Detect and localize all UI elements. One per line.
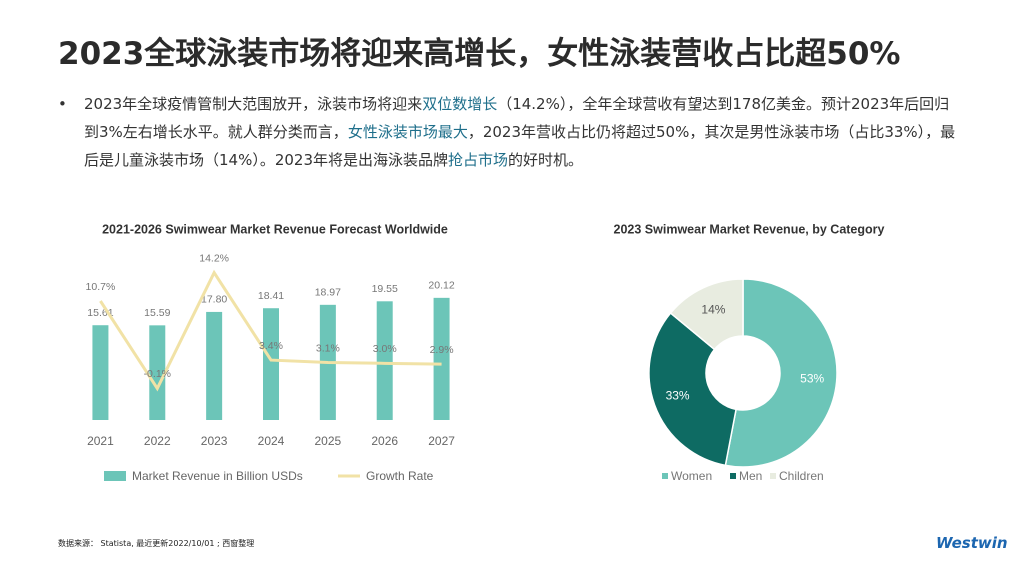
line-value-label: 3.4% — [259, 340, 283, 352]
x-tick-label: 2022 — [144, 434, 171, 448]
pie-slice — [669, 278, 744, 351]
legend-label: Women — [671, 469, 712, 483]
bullet-segment: 双位数增长 — [422, 95, 498, 113]
x-tick-label: 2021 — [87, 434, 114, 448]
chart-title: 2021-2026 Swimwear Market Revenue Foreca… — [102, 222, 448, 236]
slice-label: 33% — [666, 389, 690, 403]
bar — [206, 311, 223, 420]
bullet-segment: ，2023年营收占比仍将超过50%，其次是男性泳装市场（占比33%），最后是儿童… — [84, 123, 956, 169]
bar-value-label: 20.12 — [428, 280, 454, 292]
bullet-dot: • — [58, 95, 67, 113]
bar — [433, 297, 450, 420]
pie-slice — [648, 312, 737, 467]
legend-swatch — [104, 471, 126, 481]
source-note: 数据来源： Statista, 最近更新2022/10/01 ; 西窗整理 — [58, 539, 255, 548]
growth-line — [99, 269, 442, 392]
bar — [92, 325, 109, 420]
bar-value-label: 18.97 — [315, 287, 341, 299]
legend-label: Children — [779, 469, 824, 483]
legend-swatch — [730, 473, 736, 479]
x-tick-label: 2025 — [315, 434, 342, 448]
legend-label: Growth Rate — [366, 469, 434, 483]
bullet-segment: 女性泳装市场最大 — [347, 123, 468, 141]
line-value-label: 14.2% — [199, 252, 229, 264]
bar-value-label: 18.41 — [258, 290, 284, 302]
bar-value-label: 17.80 — [201, 294, 227, 306]
x-tick-label: 2026 — [371, 434, 398, 448]
line-value-label: 3.0% — [373, 343, 397, 355]
bar-value-label: 19.55 — [372, 283, 398, 295]
line-value-label: 3.1% — [316, 342, 340, 354]
legend-swatch — [770, 473, 776, 479]
legend-swatch — [662, 473, 668, 479]
slide-title: 2023全球泳装市场将迎来高增长，女性泳装营收占比超50% — [58, 36, 901, 72]
slice-label: 14% — [701, 302, 725, 316]
legend-label: Market Revenue in Billion USDs — [132, 469, 303, 483]
legend-label: Men — [739, 469, 762, 483]
brand-logo: Westwin — [936, 534, 1008, 552]
chart-title: 2023 Swimwear Market Revenue, by Categor… — [614, 222, 885, 236]
line-value-label: 10.7% — [86, 281, 116, 293]
bullet-segment: 2023年全球疫情管制大范围放开，泳装市场将迎来 — [84, 95, 423, 113]
x-tick-label: 2023 — [201, 434, 228, 448]
bar — [376, 301, 393, 420]
x-tick-label: 2027 — [428, 434, 455, 448]
line-value-label: -0.1% — [144, 368, 171, 380]
slice-label: 53% — [800, 372, 824, 386]
bullet-segment: （14.2%），全年全球营收有望达到178亿美金。预计2023年后回归到3%左右… — [84, 95, 950, 141]
line-value-label: 2.9% — [430, 344, 454, 356]
bullet-text: 2023年全球疫情管制大范围放开，泳装市场将迎来双位数增长（14.2%），全年全… — [84, 90, 964, 174]
bar — [263, 308, 279, 420]
bullet-segment: 抢占市场 — [448, 151, 509, 169]
x-tick-label: 2024 — [258, 434, 285, 448]
bar — [149, 325, 166, 420]
pie-slice — [724, 278, 838, 468]
bullet-segment: 的好时机。 — [508, 151, 584, 169]
bar-value-label: 15.59 — [144, 307, 170, 319]
